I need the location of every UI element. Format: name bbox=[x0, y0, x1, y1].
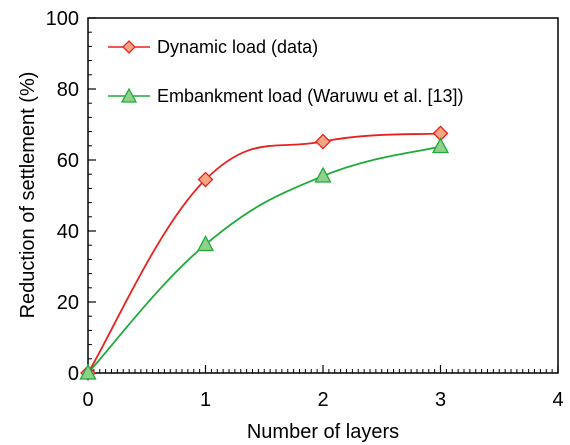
legend: Dynamic load (data) Embankment load (War… bbox=[108, 37, 463, 106]
x-tick-label: 0 bbox=[82, 389, 93, 411]
y-tick-label: 40 bbox=[57, 221, 79, 243]
series-lines bbox=[87, 132, 441, 374]
y-tick-label: 0 bbox=[68, 363, 79, 385]
x-tick-label: 2 bbox=[317, 389, 328, 411]
legend-label-embankment: Embankment load (Waruwu et al. [13]) bbox=[157, 86, 463, 106]
data-point-diamond bbox=[197, 171, 214, 188]
y-tick-label: 60 bbox=[57, 150, 79, 172]
data-point-triangle bbox=[431, 137, 450, 154]
y-tick-label: 100 bbox=[46, 8, 79, 30]
x-axis-title: Number of layers bbox=[247, 421, 399, 443]
legend-diamond-marker bbox=[122, 40, 136, 54]
data-point-diamond bbox=[315, 133, 331, 150]
data-point-triangle bbox=[79, 363, 97, 380]
x-tick-label: 3 bbox=[435, 389, 446, 411]
series-line-1 bbox=[87, 145, 441, 374]
minor-ticks bbox=[88, 31, 553, 373]
x-tick-label: 1 bbox=[200, 389, 211, 411]
legend-label-dynamic: Dynamic load (data) bbox=[157, 37, 318, 57]
y-axis-title: Reduction of settlement (%) bbox=[17, 72, 39, 319]
x-tick-label: 4 bbox=[552, 389, 563, 411]
y-tick-label: 80 bbox=[57, 79, 79, 101]
data-point-triangle bbox=[314, 166, 332, 183]
series-line-0 bbox=[87, 132, 441, 374]
plot-frame bbox=[87, 17, 559, 374]
data-point-triangle bbox=[196, 235, 215, 252]
legend-item-embankment: Embankment load (Waruwu et al. [13]) bbox=[108, 86, 463, 106]
series-markers bbox=[79, 125, 450, 381]
x-tick-labels: 0 1 2 3 4 bbox=[82, 389, 563, 411]
legend-triangle-marker bbox=[120, 87, 138, 103]
y-tick-label: 20 bbox=[57, 292, 79, 314]
plot-area bbox=[87, 17, 559, 374]
major-ticks bbox=[87, 17, 559, 374]
y-tick-labels: 0 20 40 60 80 100 bbox=[46, 8, 79, 385]
legend-item-dynamic: Dynamic load (data) bbox=[108, 37, 318, 57]
